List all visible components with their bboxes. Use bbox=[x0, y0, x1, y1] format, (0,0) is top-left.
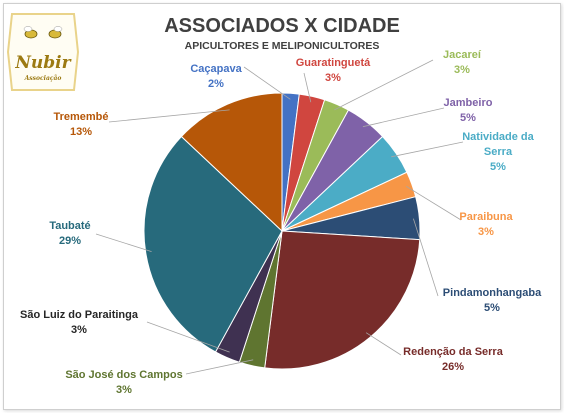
pie-slice bbox=[143, 135, 283, 353]
pie-slice bbox=[264, 230, 421, 370]
leader-line bbox=[185, 359, 254, 375]
data-label-percent: 3% bbox=[478, 226, 494, 238]
data-label: Paraibuna 3% bbox=[459, 211, 513, 238]
data-label-name: Natividade da bbox=[462, 131, 534, 143]
data-label-name: Guaratinguetá bbox=[296, 57, 371, 69]
data-label-name: Paraibuna bbox=[459, 211, 513, 223]
leader-line bbox=[362, 107, 445, 128]
logo-subtext: Associação bbox=[24, 75, 62, 82]
data-labels: Caçapava 2% Guaratinguetá 3% Jacareí 3% Jambei… bbox=[20, 49, 542, 396]
data-label: São José dos Campos 3% bbox=[65, 369, 182, 396]
data-label-percent: 5% bbox=[490, 161, 506, 173]
data-label-percent: 3% bbox=[325, 72, 341, 84]
leader-line bbox=[95, 233, 152, 252]
data-label: Jacareí 3% bbox=[443, 49, 482, 76]
data-label: São Luiz do Paraitinga 3% bbox=[20, 309, 139, 336]
data-label: Natividade da Serra 5% bbox=[462, 131, 534, 173]
data-label: Caçapava 2% bbox=[190, 63, 242, 90]
data-label-name: Serra bbox=[484, 146, 513, 158]
pie-chart: Nubir Associação ASSOCIADOS X CIDADE API… bbox=[6, 13, 542, 396]
data-label-name: Pindamonhangaba bbox=[443, 287, 542, 299]
data-label: Pindamonhangaba 5% bbox=[443, 287, 542, 314]
data-label-percent: 29% bbox=[59, 235, 81, 247]
leader-line bbox=[146, 321, 230, 353]
data-label-name: Taubaté bbox=[49, 220, 90, 232]
leader-line bbox=[243, 66, 291, 100]
data-label: Jambeiro 5% bbox=[444, 97, 493, 124]
data-label: Tremembé 13% bbox=[53, 111, 108, 138]
leader-line bbox=[365, 332, 402, 356]
pie-slice bbox=[180, 92, 283, 233]
data-label-name: São José dos Campos bbox=[65, 369, 182, 381]
data-label-name: Caçapava bbox=[190, 63, 242, 75]
data-label-name: São Luiz do Paraitinga bbox=[20, 309, 139, 321]
chart-title: ASSOCIADOS X CIDADE bbox=[164, 15, 400, 37]
data-label-percent: 5% bbox=[460, 112, 476, 124]
data-label-percent: 5% bbox=[484, 302, 500, 314]
bee-icon bbox=[23, 26, 63, 39]
logo-text: Nubir bbox=[14, 53, 71, 73]
leader-line bbox=[413, 218, 439, 297]
data-label: Guaratinguetá 3% bbox=[296, 57, 371, 84]
data-label-name: Tremembé bbox=[53, 111, 108, 123]
leader-line bbox=[303, 72, 312, 103]
data-label-name: Jacareí bbox=[443, 49, 482, 61]
pie-slices bbox=[143, 92, 421, 370]
logo: Nubir Associação bbox=[6, 13, 80, 91]
leader-line bbox=[334, 59, 434, 111]
leader-lines bbox=[95, 59, 464, 375]
chart-area: Nubir Associação ASSOCIADOS X CIDADE API… bbox=[3, 3, 561, 410]
data-label-percent: 26% bbox=[442, 361, 464, 373]
data-label-percent: 3% bbox=[454, 64, 470, 76]
data-label-name: Jambeiro bbox=[444, 97, 493, 109]
data-label-percent: 3% bbox=[71, 324, 87, 336]
leader-line bbox=[108, 109, 230, 123]
data-label: Taubaté 29% bbox=[49, 220, 90, 247]
leader-line bbox=[391, 141, 464, 158]
chart-subtitle: APICULTORES E MELIPONICULTORES bbox=[185, 40, 380, 52]
leader-line bbox=[405, 185, 462, 221]
data-label-percent: 13% bbox=[70, 126, 92, 138]
data-label-percent: 3% bbox=[116, 384, 132, 396]
data-label: Redenção da Serra 26% bbox=[403, 346, 504, 373]
data-label-name: Redenção da Serra bbox=[403, 346, 504, 358]
data-label-percent: 2% bbox=[208, 78, 224, 90]
